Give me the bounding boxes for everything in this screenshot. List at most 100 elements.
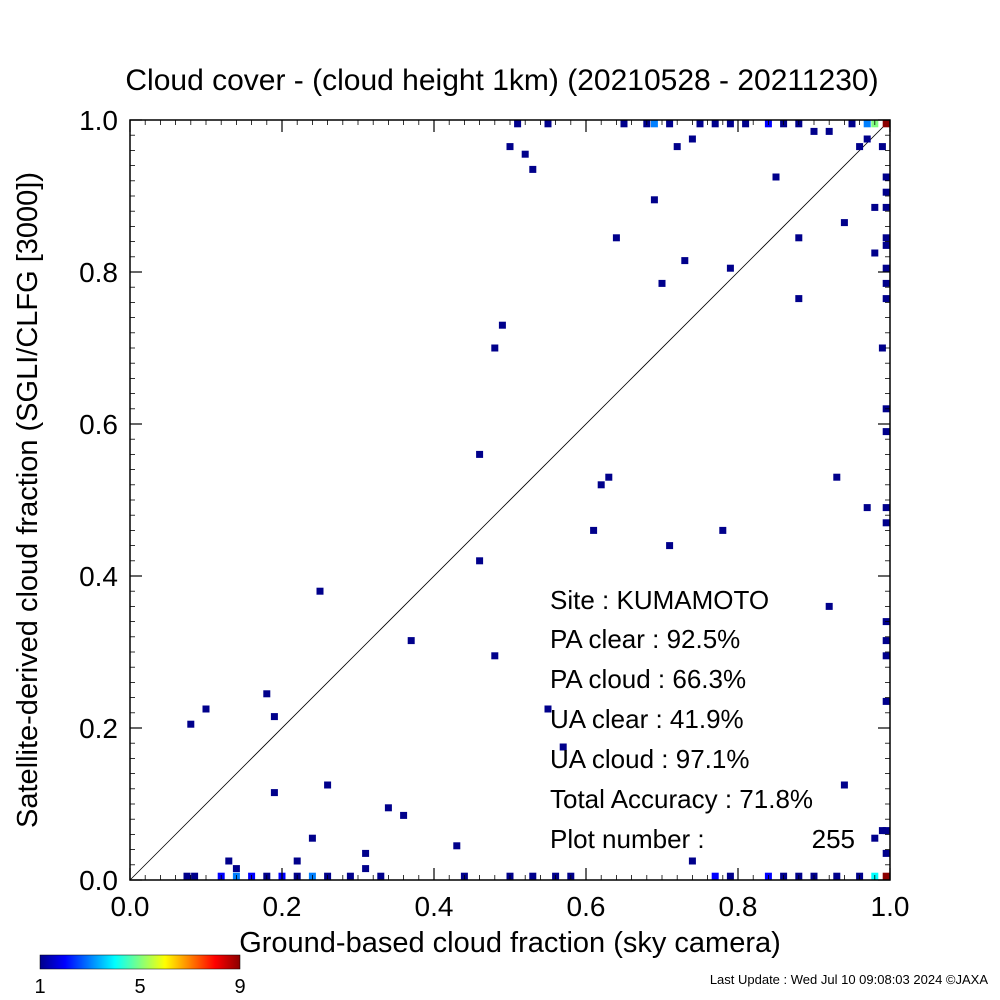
data-point [882,519,890,527]
data-point [726,264,734,272]
data-point [605,473,613,481]
x-tick-label: 0.0 [111,891,150,922]
stats-site: Site : KUMAMOTO [550,585,769,615]
data-point [187,720,195,728]
data-point [688,135,696,143]
data-point [491,344,499,352]
data-point [407,637,415,645]
one-to-one-line [129,119,891,881]
stats-pa-cloud: PA cloud : 66.3% [550,664,746,694]
stats-total-accuracy: Total Accuracy : 71.8% [550,784,813,814]
data-point [726,120,734,128]
data-point [840,219,848,227]
data-point [882,279,890,287]
data-point [681,257,689,265]
data-point [270,713,278,721]
data-point [232,865,240,873]
data-point [848,120,856,128]
data-point [795,234,803,242]
data-point [324,781,332,789]
data-point [597,481,605,489]
colorbar-tick-label: 5 [134,976,145,998]
data-point [882,234,890,242]
data-point [825,127,833,135]
data-point [202,705,210,713]
data-point [514,120,522,128]
x-tick-label: 1.0 [871,891,910,922]
data-point [882,637,890,645]
data-point [871,203,879,211]
y-tick-label: 0.2 [79,713,118,744]
data-point [878,344,886,352]
data-point [506,143,514,151]
data-point [882,849,890,857]
data-point [711,120,719,128]
x-tick-label: 0.8 [719,891,758,922]
data-point [666,120,674,128]
data-point [878,143,886,151]
data-point [882,264,890,272]
y-tick-label: 0.0 [79,865,118,896]
plot-area [129,119,891,881]
data-point [620,120,628,128]
data-point [810,127,818,135]
y-tick-label: 0.8 [79,257,118,288]
data-point [650,120,658,128]
data-point [476,450,484,458]
colorbar-labels: 1 5 9 [34,976,245,998]
data-point [308,834,316,842]
data-point [795,295,803,303]
data-point [882,173,890,181]
data-point [882,241,890,249]
footer-update-text: Last Update : Wed Jul 10 09:08:03 2024 ©… [710,972,989,987]
data-point [498,321,506,329]
axis-ticks [129,119,891,881]
data-point [384,804,392,812]
data-point [346,872,354,880]
colorbar-tick-label: 9 [234,976,245,998]
data-point [688,857,696,865]
data-point [871,834,879,842]
data-point [263,690,271,698]
stats-plot-number-label: Plot number : [550,824,705,854]
data-point [863,504,871,512]
data-point [856,143,864,151]
data-point [711,872,719,880]
data-point [590,526,598,534]
data-point [666,542,674,550]
data-point [225,857,233,865]
data-point [882,827,890,835]
data-point [544,120,552,128]
data-point [293,857,301,865]
data-point [840,781,848,789]
data-point [696,120,704,128]
stats-panel: Site : KUMAMOTO PA clear : 92.5% PA clou… [550,585,855,854]
colorbar-tick-label: 1 [34,976,45,998]
data-point [650,196,658,204]
data-point [453,842,461,850]
data-point [742,120,750,128]
data-point [529,165,537,173]
y-axis-label: Satellite-derived cloud fraction (SGLI/C… [12,172,44,828]
data-point [878,827,886,835]
data-point [191,872,199,880]
data-point [726,872,734,880]
stats-ua-clear: UA clear : 41.9% [550,704,744,734]
data-point [521,150,529,158]
data-point [833,872,841,880]
data-point [658,279,666,287]
data-point [491,652,499,660]
x-tick-label: 0.2 [263,891,302,922]
y-tick-labels: 0.0 0.2 0.4 0.6 0.8 1.0 [79,105,118,896]
stats-ua-cloud: UA cloud : 97.1% [550,744,749,774]
data-point [719,526,727,534]
x-axis-label: Ground-based cloud fraction (sky camera) [239,927,781,959]
data-point [882,188,890,196]
data-point [882,697,890,705]
data-point [316,587,324,595]
data-point [882,872,890,880]
data-point [362,849,370,857]
data-point [871,249,879,257]
chart-title: Cloud cover - (cloud height 1km) (202105… [125,64,878,97]
data-point [362,865,370,873]
